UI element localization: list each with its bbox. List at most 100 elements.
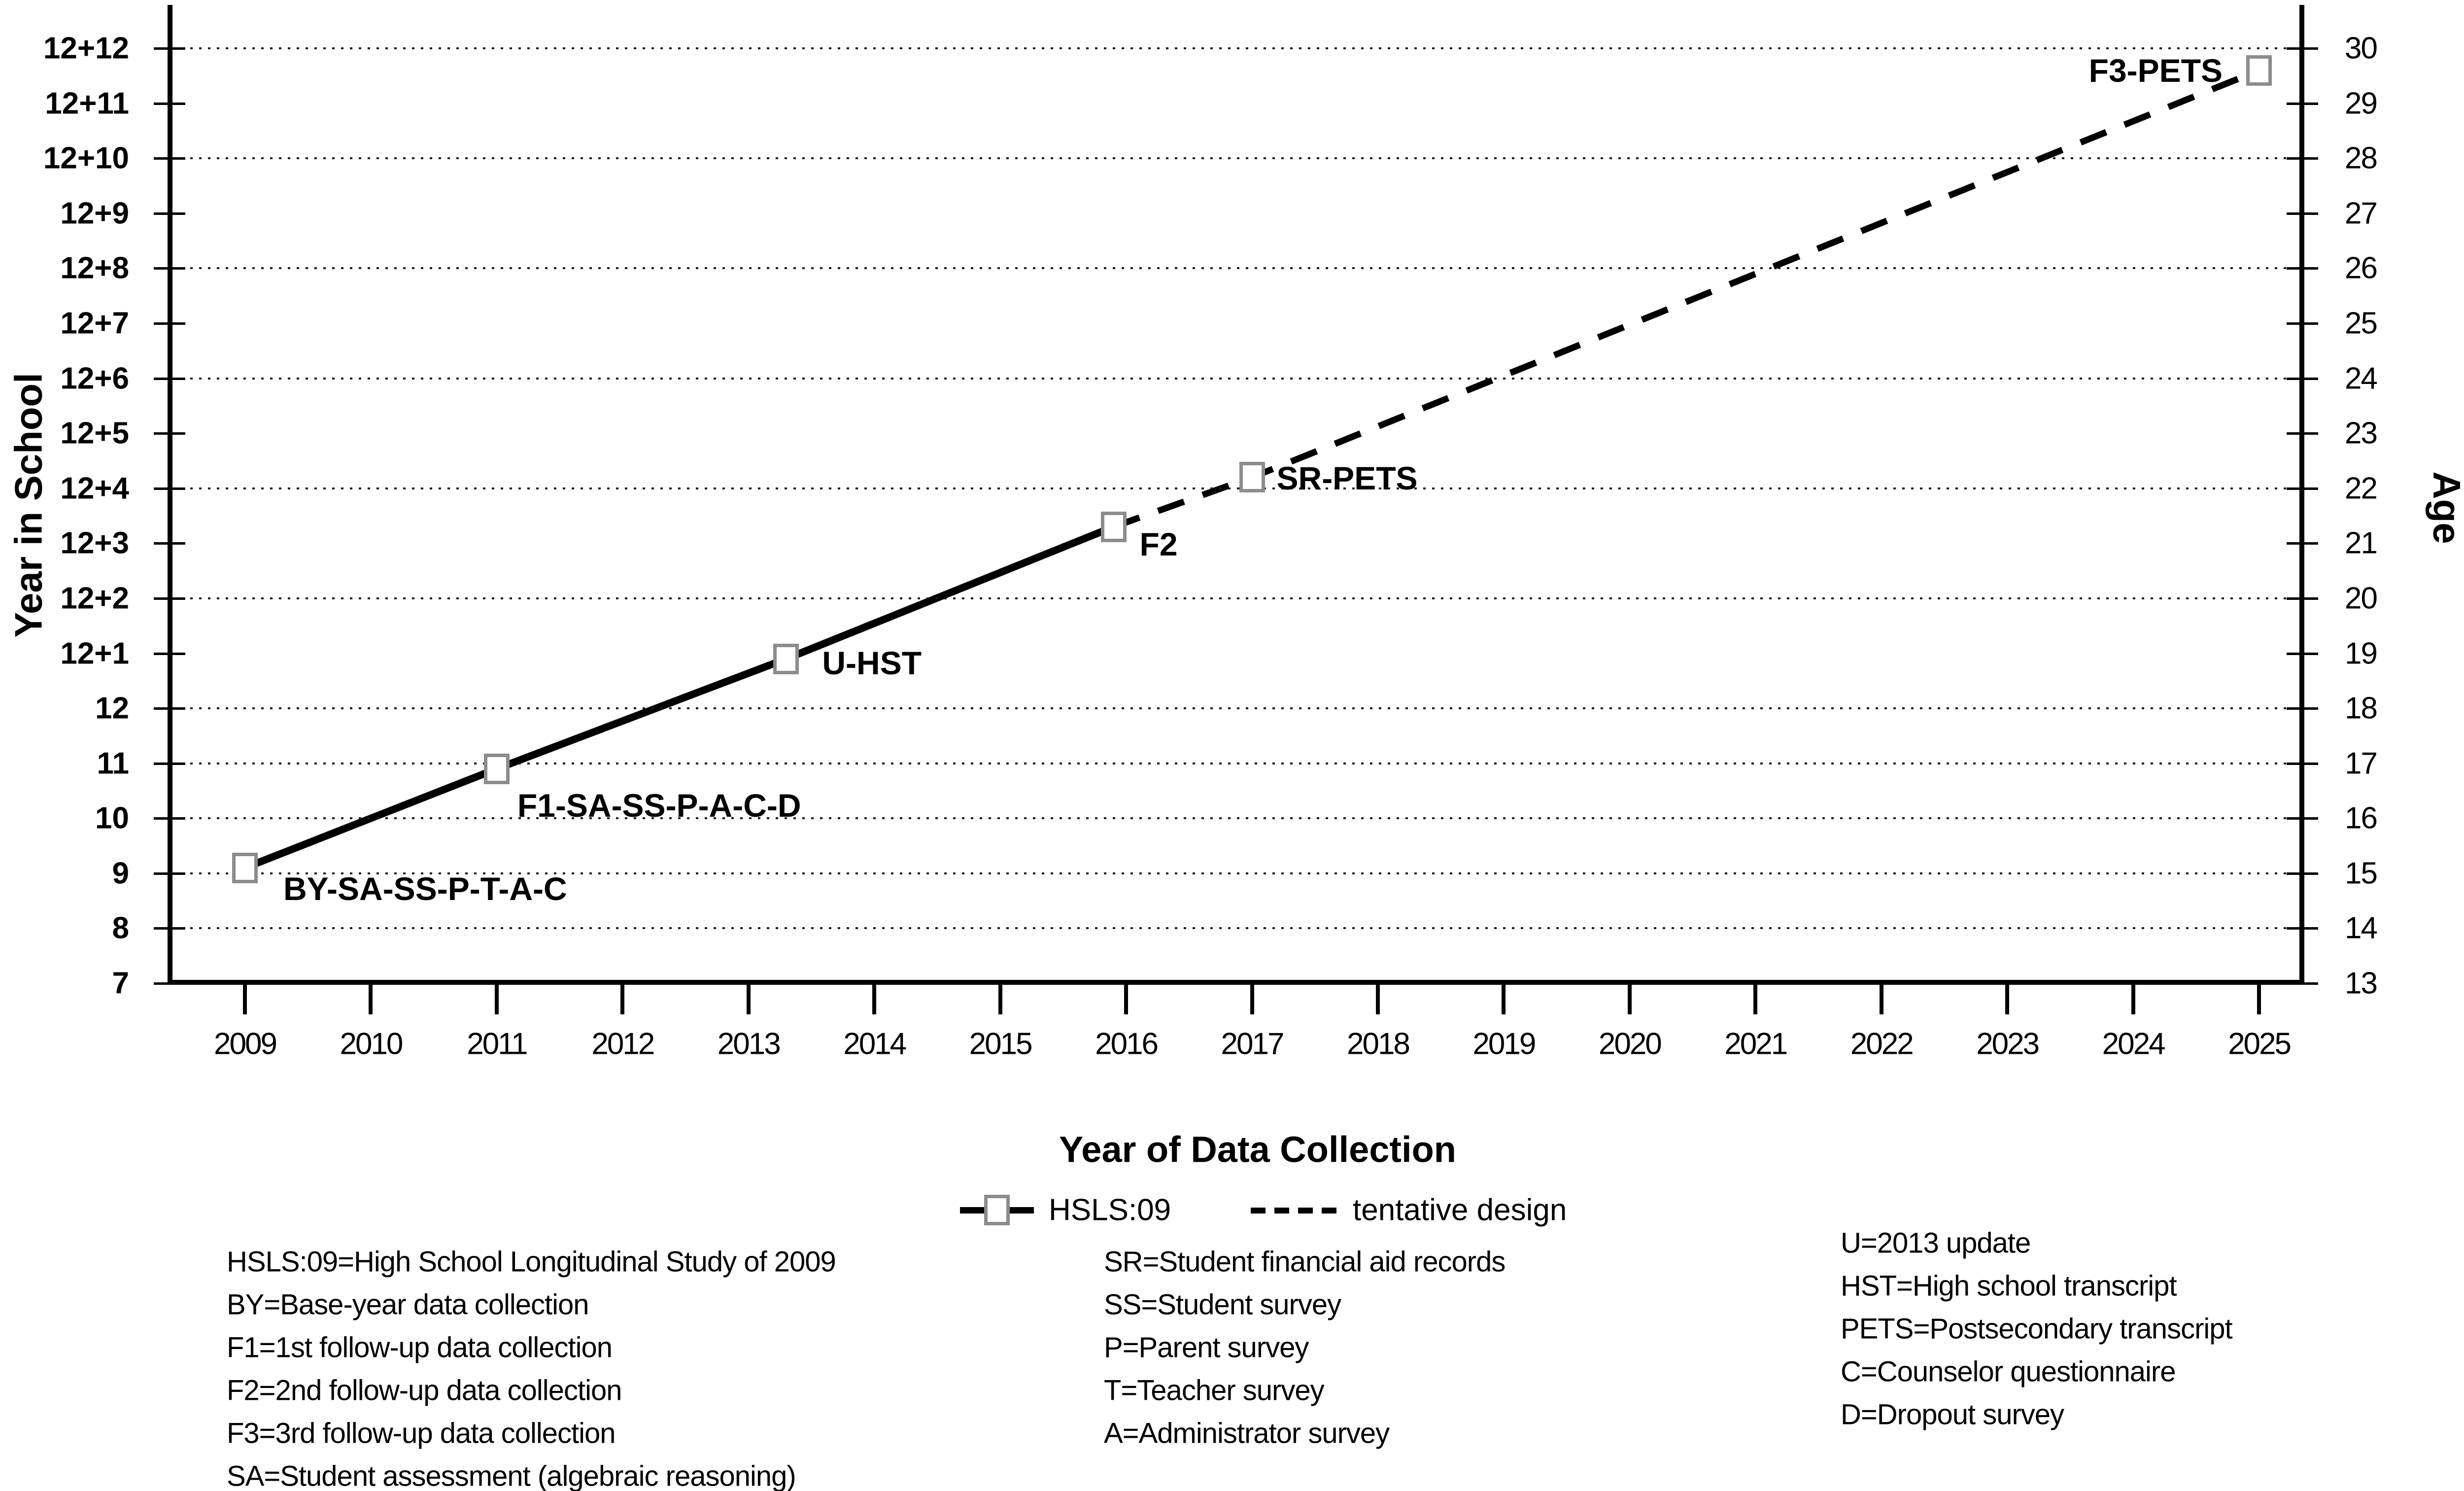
x-axis-tick-label: 2020 bbox=[1598, 1027, 1662, 1061]
data-point-marker-sr bbox=[1239, 462, 1265, 493]
x-axis-tick-label: 2011 bbox=[467, 1027, 528, 1061]
x-axis-tick-label: 2022 bbox=[1850, 1027, 1914, 1061]
key-line: BY=Base-year data collection bbox=[227, 1288, 589, 1321]
x-axis-tick-label: 2013 bbox=[717, 1027, 781, 1061]
x-axis-tick bbox=[2131, 985, 2135, 1014]
left-axis-tick-label: 12+8 bbox=[60, 251, 129, 285]
left-axis-tick-label: 11 bbox=[97, 746, 129, 781]
key-line: C=Counselor questionnaire bbox=[1841, 1355, 2176, 1388]
dotted-gridline bbox=[172, 927, 2299, 930]
y-axis-title-right: Age bbox=[2425, 471, 2464, 544]
x-axis-tick bbox=[1879, 985, 1883, 1014]
key-line: F1=1st follow-up data collection bbox=[227, 1331, 613, 1364]
x-axis-tick bbox=[494, 985, 499, 1014]
data-point-label-u: U-HST bbox=[822, 644, 922, 681]
right-axis-tick-label: 15 bbox=[2345, 856, 2378, 891]
right-axis-tick-label: 28 bbox=[2345, 141, 2378, 175]
dotted-gridline bbox=[172, 157, 2299, 160]
right-axis-tick-label: 29 bbox=[2345, 86, 2378, 121]
x-axis-tick bbox=[1753, 985, 1758, 1014]
x-axis-tick bbox=[998, 985, 1002, 1014]
data-point-marker-u bbox=[773, 643, 799, 674]
y-axis-title-left: Year in School bbox=[6, 373, 50, 638]
left-axis-tick-label: 12+6 bbox=[60, 361, 129, 396]
key-line: F3=3rd follow-up data collection bbox=[227, 1417, 616, 1450]
x-axis-tick-label: 2023 bbox=[1976, 1027, 2040, 1061]
right-axis-tick-label: 18 bbox=[2345, 691, 2378, 726]
key-line: F2=2nd follow-up data collection bbox=[227, 1374, 622, 1407]
right-axis-tick-label: 24 bbox=[2345, 361, 2378, 396]
data-point-marker-f2 bbox=[1100, 511, 1127, 542]
x-axis-tick-label: 2009 bbox=[214, 1027, 277, 1061]
dotted-gridline bbox=[172, 487, 2299, 489]
left-axis-tick-label: 12+2 bbox=[60, 581, 129, 616]
right-axis-tick-label: 21 bbox=[2345, 526, 2378, 560]
x-axis-tick bbox=[2005, 985, 2010, 1014]
left-axis-tick-label: 10 bbox=[95, 801, 129, 835]
x-axis-tick-label: 2017 bbox=[1221, 1027, 1285, 1061]
x-axis-tick-label: 2015 bbox=[969, 1027, 1033, 1061]
data-point-label-sr: SR-PETS bbox=[1276, 460, 1418, 497]
legend-dashed-line-sample bbox=[1251, 1208, 1337, 1214]
right-axis-tick-label: 22 bbox=[2345, 471, 2378, 506]
x-axis-tick bbox=[1627, 985, 1632, 1014]
dotted-gridline bbox=[172, 817, 2299, 820]
left-axis-tick-label: 12+3 bbox=[60, 526, 129, 560]
left-axis-tick-label: 7 bbox=[112, 966, 129, 1001]
key-line: SA=Student assessment (algebraic reasoni… bbox=[227, 1460, 796, 1491]
x-axis-tick bbox=[2257, 985, 2261, 1014]
left-axis-tick-label: 12+9 bbox=[60, 196, 129, 231]
right-axis-tick-label: 23 bbox=[2345, 416, 2378, 451]
right-axis-tick-label: 26 bbox=[2345, 251, 2378, 285]
left-axis-tick-label: 9 bbox=[112, 856, 129, 891]
x-axis-tick-label: 2014 bbox=[843, 1027, 907, 1061]
left-axis-tick-label: 12+5 bbox=[60, 416, 129, 451]
x-axis-tick bbox=[1250, 985, 1254, 1014]
data-point-label-f3: F3-PETS bbox=[2088, 52, 2223, 89]
legend-label-hsls09: HSLS:09 bbox=[1049, 1193, 1171, 1227]
x-axis-tick bbox=[1375, 985, 1380, 1014]
x-axis-tick bbox=[620, 985, 625, 1014]
data-point-label-f1: F1-SA-SS-P-A-C-D bbox=[517, 787, 801, 824]
right-y-axis-line bbox=[2299, 5, 2304, 985]
dotted-gridline bbox=[172, 47, 2299, 50]
data-point-marker-f3 bbox=[2246, 55, 2272, 86]
dotted-gridline bbox=[172, 707, 2299, 710]
right-axis-tick-label: 20 bbox=[2345, 581, 2378, 616]
left-axis-tick-label: 12+7 bbox=[60, 306, 129, 341]
key-line: HST=High school transcript bbox=[1841, 1270, 2177, 1302]
x-axis-tick-label: 2018 bbox=[1346, 1027, 1410, 1061]
x-axis-tick-label: 2025 bbox=[2228, 1027, 2292, 1061]
right-axis-tick-label: 30 bbox=[2345, 31, 2378, 66]
x-axis-title: Year of Data Collection bbox=[1059, 1129, 1456, 1170]
x-axis-tick bbox=[872, 985, 877, 1014]
key-line: D=Dropout survey bbox=[1841, 1398, 2064, 1431]
x-axis-tick-label: 2019 bbox=[1472, 1027, 1536, 1061]
dotted-gridline bbox=[172, 762, 2299, 764]
x-axis-tick-label: 2012 bbox=[591, 1027, 655, 1061]
left-axis-tick-label: 12+12 bbox=[43, 31, 129, 66]
legend-label-tentative-design: tentative design bbox=[1353, 1193, 1567, 1227]
left-axis-tick-label: 8 bbox=[112, 911, 129, 945]
x-axis-tick bbox=[1124, 985, 1129, 1014]
x-axis-tick bbox=[1502, 985, 1506, 1014]
key-line: T=Teacher survey bbox=[1104, 1374, 1325, 1407]
right-axis-tick-label: 14 bbox=[2345, 911, 2378, 945]
left-axis-tick-label: 12+1 bbox=[60, 636, 129, 671]
left-axis-tick-label: 12 bbox=[95, 691, 129, 726]
dotted-gridline bbox=[172, 267, 2299, 270]
dotted-gridline bbox=[172, 377, 2299, 380]
data-point-marker-f1 bbox=[483, 753, 510, 784]
left-axis-tick-label: 12+4 bbox=[60, 471, 129, 506]
x-axis-tick-label: 2016 bbox=[1095, 1027, 1159, 1061]
x-axis-tick-label: 2010 bbox=[340, 1027, 403, 1061]
right-axis-tick-label: 17 bbox=[2345, 746, 2378, 781]
x-axis-tick bbox=[746, 985, 751, 1014]
data-point-marker-by bbox=[232, 852, 258, 883]
right-axis-tick-label: 25 bbox=[2345, 306, 2378, 341]
x-axis-tick-label: 2024 bbox=[2102, 1027, 2166, 1061]
key-line: SS=Student survey bbox=[1104, 1288, 1341, 1321]
key-line: U=2013 update bbox=[1841, 1227, 2031, 1259]
dotted-gridline bbox=[172, 597, 2299, 599]
